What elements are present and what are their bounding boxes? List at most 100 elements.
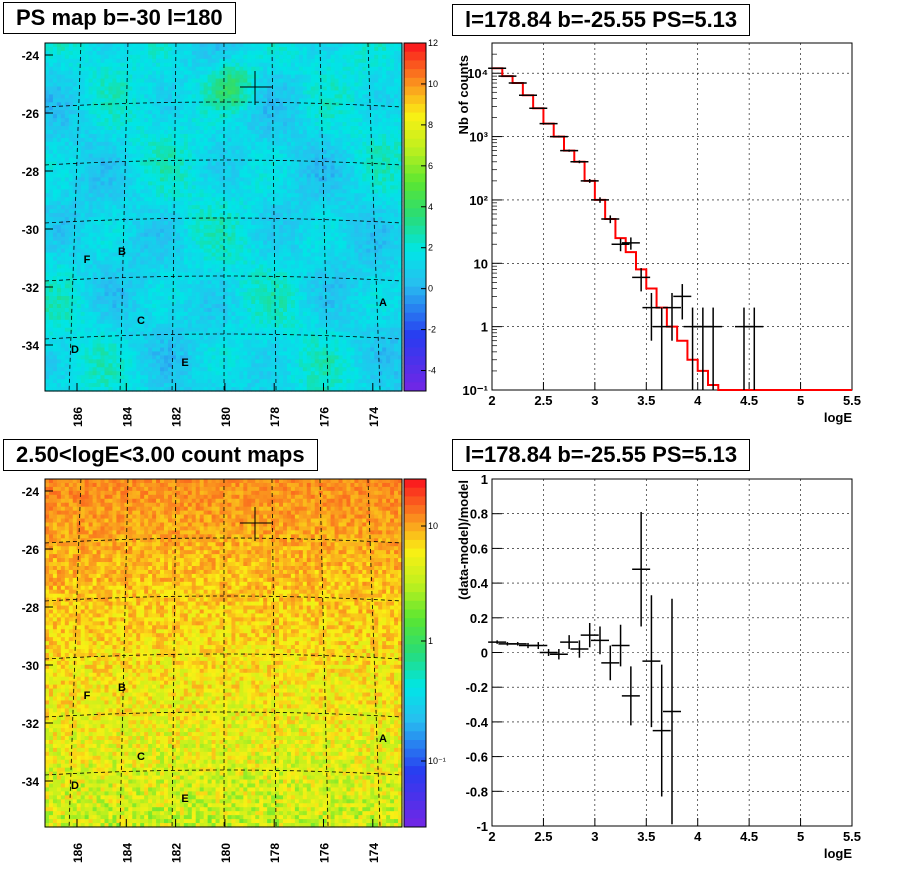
colorbar-segment <box>404 661 426 671</box>
spectrum-panel: 2 2.5 3 3.5 4 4.5 5 5.5 10⁻¹ 1 10 10² 10³ 10⁴ logE Nb o… <box>456 42 861 425</box>
latitude-line <box>44 769 403 776</box>
x-tick-label: 182 <box>170 843 184 863</box>
y-tick-label: -0.8 <box>466 784 488 799</box>
source-label: B <box>118 246 126 258</box>
map-frame <box>44 42 403 392</box>
colorbar-segment <box>404 77 426 87</box>
colorbar-segment <box>404 696 426 706</box>
x-tick-label: 2.5 <box>534 393 552 408</box>
y-tick-label: 10 <box>474 256 488 271</box>
colorbar-segment <box>404 479 426 489</box>
colorbar-segment <box>404 225 426 235</box>
colorbar-segment <box>404 809 426 819</box>
colorbar-segment <box>404 121 426 131</box>
longitude-line <box>68 42 82 392</box>
colorbar-segment <box>404 182 426 192</box>
colorbar-segment <box>404 731 426 741</box>
y-tick-label: -30 <box>22 223 40 237</box>
latitude-line <box>44 333 403 340</box>
x-tick-label: 176 <box>318 843 332 863</box>
colorbar-segment <box>404 86 426 96</box>
colorbar-tick-label: 8 <box>428 120 433 130</box>
x-tick-label: 178 <box>268 843 282 863</box>
source-label: A <box>379 297 387 309</box>
colorbar-segment <box>404 748 426 758</box>
latitude-line <box>44 159 403 166</box>
colorbar-segment <box>404 312 426 322</box>
colorbar-segment <box>404 679 426 689</box>
x-tick-label: 176 <box>318 407 332 427</box>
y-tick-label: -0.2 <box>466 680 488 695</box>
colorbar-segment <box>404 286 426 296</box>
colorbar-segment <box>404 234 426 244</box>
x-tick-label: 5.5 <box>843 393 861 408</box>
colorbar: 12 10 8 6 4 2 0 -2 -4 <box>403 38 438 392</box>
colorbar-segment <box>404 217 426 227</box>
colorbar-segment <box>404 69 426 79</box>
longitude-line <box>68 478 82 828</box>
colorbar-segment <box>404 574 426 584</box>
source-label: F <box>84 690 91 702</box>
x-tick-label: 184 <box>120 407 134 427</box>
colorbar-segment <box>404 190 426 201</box>
x-tick-label: 2.5 <box>534 829 552 844</box>
colorbar-segment <box>404 51 426 61</box>
colorbar-segment <box>404 757 426 767</box>
colorbar-segment <box>404 304 426 314</box>
colorbar-segment <box>404 147 426 157</box>
colorbar-segment <box>404 60 426 70</box>
x-tick-label: 3 <box>591 829 598 844</box>
colorbar-segment <box>404 522 426 532</box>
y-tick-label: -0.6 <box>466 750 488 765</box>
colorbar-segment <box>404 800 426 811</box>
y-tick-label: -24 <box>22 49 40 63</box>
heatmap-cells <box>45 43 403 392</box>
colorbar-segment <box>404 531 426 541</box>
colorbar-segment <box>404 783 426 793</box>
y-tick-label: -30 <box>22 659 40 673</box>
colorbar-tick-label: -2 <box>428 325 436 335</box>
y-tick-label: -34 <box>22 775 40 789</box>
y-tick-label: 10³ <box>469 130 488 145</box>
x-tick-label: 4 <box>694 829 702 844</box>
source-label: D <box>71 344 79 356</box>
colorbar-segment <box>404 347 426 357</box>
y-tick-label: 1 <box>481 472 488 487</box>
colorbar-tick-label: 10 <box>428 521 438 531</box>
y-tick-label: -28 <box>22 165 40 179</box>
colorbar-segment <box>404 644 426 654</box>
colorbar-segment <box>404 103 426 114</box>
colorbar-segment <box>404 199 426 209</box>
colorbar-segment <box>404 269 426 279</box>
colorbar-tick-label: 1 <box>428 636 433 646</box>
colorbar-segment <box>404 705 426 715</box>
colorbar-segment <box>404 539 426 550</box>
longitude-line <box>367 478 381 828</box>
latitude-line <box>44 101 403 108</box>
y-tick-label: 0.4 <box>470 576 489 591</box>
colorbar-segment <box>404 173 426 183</box>
colorbar-segment <box>404 792 426 802</box>
x-tick-label: 174 <box>367 843 381 863</box>
colorbar-segment <box>404 670 426 680</box>
longitude-line <box>171 42 177 392</box>
y-tick-label: 1 <box>481 320 488 335</box>
colorbar-segment <box>404 513 426 523</box>
ps-map-title: PS map b=-30 l=180 <box>3 2 236 34</box>
colorbar-segment <box>404 557 426 567</box>
colorbar-segment <box>404 600 426 610</box>
colorbar-segment <box>404 373 426 383</box>
colorbar-segment <box>404 818 426 828</box>
y-tick-label: 10⁻¹ <box>462 383 488 398</box>
colorbar-segment <box>404 722 426 732</box>
latitude-line <box>44 653 403 660</box>
x-tick-label: 184 <box>120 843 134 863</box>
x-tick-label: 182 <box>170 407 184 427</box>
latitude-line <box>44 711 403 718</box>
source-label: A <box>379 733 387 745</box>
longitude-line <box>119 478 129 828</box>
longitude-line <box>319 478 329 828</box>
x-tick-label: 180 <box>219 843 233 863</box>
colorbar-segment <box>404 321 426 331</box>
x-tick-label: 3 <box>591 393 598 408</box>
